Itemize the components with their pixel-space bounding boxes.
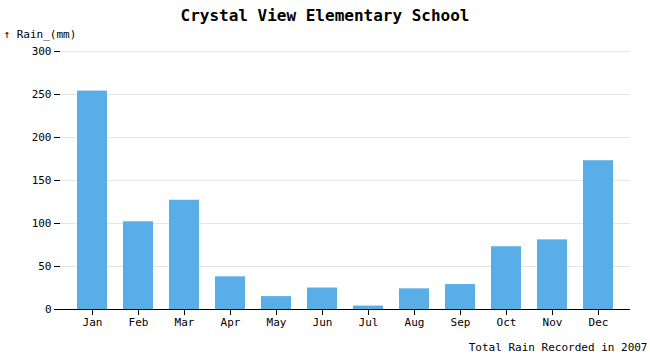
- svg-text:Oct: Oct: [497, 316, 517, 329]
- svg-text:0: 0: [45, 303, 52, 316]
- svg-text:Apr: Apr: [221, 316, 241, 329]
- svg-text:Aug: Aug: [405, 316, 425, 329]
- svg-text:Jun: Jun: [313, 316, 333, 329]
- svg-text:Nov: Nov: [543, 316, 563, 329]
- svg-text:Feb: Feb: [129, 316, 149, 329]
- svg-text:100: 100: [32, 217, 52, 230]
- svg-text:200: 200: [32, 131, 52, 144]
- svg-text:Total Rain Recorded in 2007: Total Rain Recorded in 2007: [469, 341, 648, 354]
- svg-text:↑ Rain_(mm): ↑ Rain_(mm): [4, 28, 77, 41]
- svg-text:Jul: Jul: [359, 316, 379, 329]
- svg-text:Dec: Dec: [589, 316, 609, 329]
- html-text:Crystal View Elementary School: Crystal View Elementary School: [180, 6, 470, 25]
- svg-text:150: 150: [32, 174, 52, 187]
- svg-text:300: 300: [32, 45, 52, 58]
- svg-text:Jan: Jan: [83, 316, 103, 329]
- svg-text:Sep: Sep: [451, 316, 471, 329]
- svg-text:Mar: Mar: [175, 316, 195, 329]
- svg-text:50: 50: [38, 260, 51, 273]
- svg-text:May: May: [267, 316, 287, 329]
- svg-text:250: 250: [32, 88, 52, 101]
